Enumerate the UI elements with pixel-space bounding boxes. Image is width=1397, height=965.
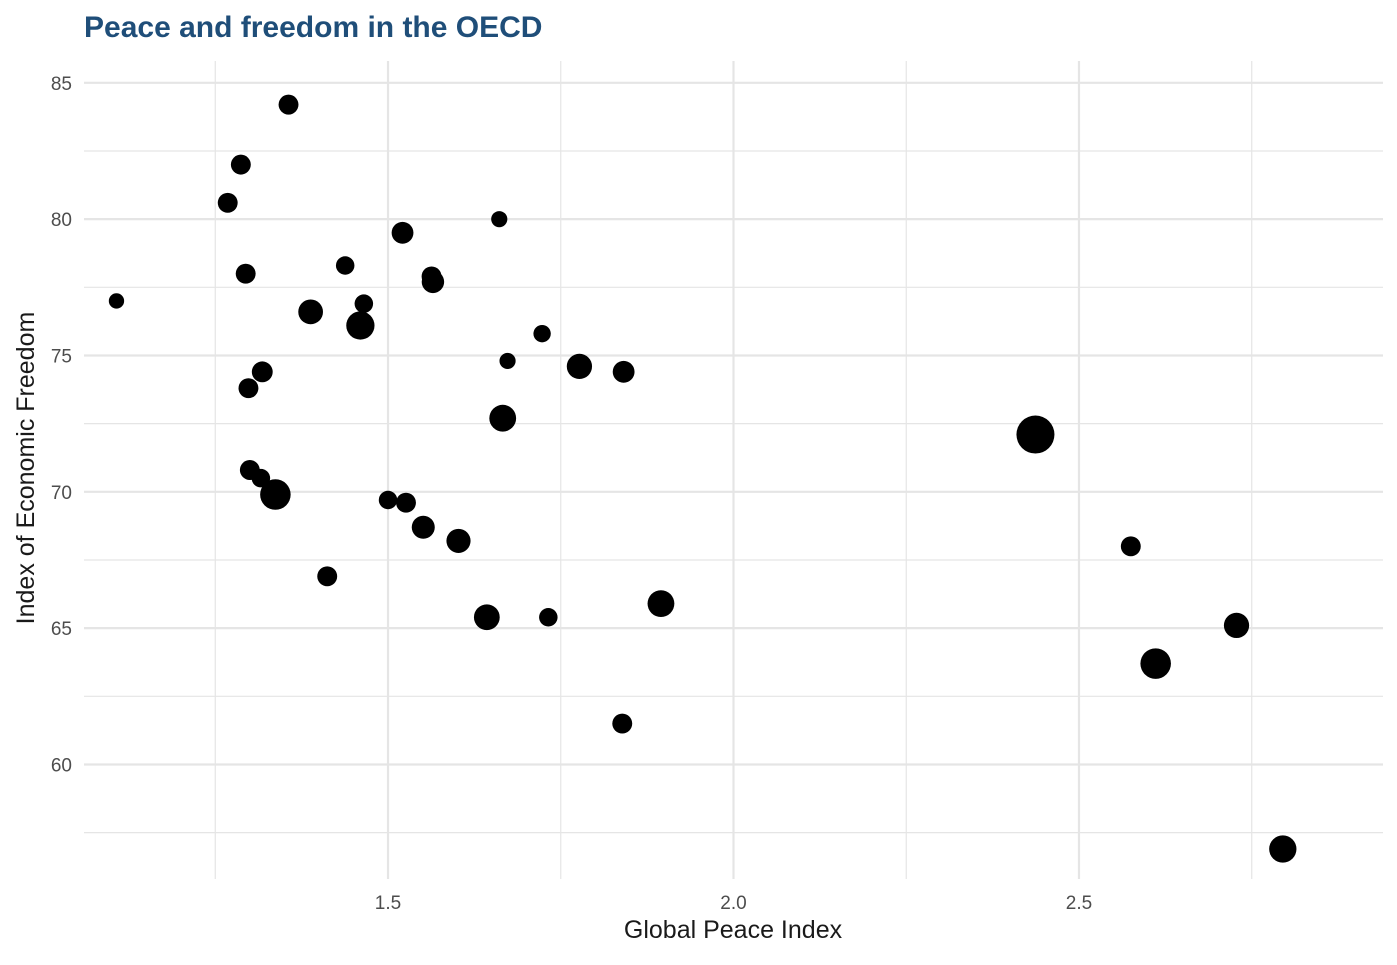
grid-layer xyxy=(84,61,1383,879)
y-tick-label: 65 xyxy=(51,619,72,640)
data-point xyxy=(260,479,291,510)
y-axis-title: Index of Economic Freedom xyxy=(12,312,40,625)
data-point xyxy=(1120,536,1141,557)
y-tick-label: 85 xyxy=(51,74,72,95)
x-tick-label: 2.5 xyxy=(1066,893,1092,914)
tick-labels: 1.5 2.0 2.5 60 65 70 75 80 85 xyxy=(51,74,1092,914)
data-points xyxy=(108,94,1297,863)
data-point xyxy=(391,221,414,244)
data-point xyxy=(378,490,398,510)
data-point xyxy=(217,192,238,213)
data-point xyxy=(446,528,471,553)
chart-title: Peace and freedom in the OECD xyxy=(84,11,542,44)
data-point xyxy=(1269,835,1297,863)
data-point xyxy=(1016,415,1055,454)
data-point xyxy=(278,94,299,115)
data-point xyxy=(298,299,323,325)
data-point xyxy=(251,361,273,383)
data-point xyxy=(235,263,256,284)
data-point xyxy=(533,324,551,343)
x-tick-label: 2.0 xyxy=(720,893,746,914)
x-tick-label: 1.5 xyxy=(375,893,401,914)
data-point xyxy=(421,270,445,294)
data-point xyxy=(647,590,675,618)
x-axis-title: Global Peace Index xyxy=(624,916,843,944)
data-point xyxy=(346,311,375,340)
data-point xyxy=(566,353,593,380)
data-point xyxy=(491,211,508,228)
data-point xyxy=(499,352,516,370)
data-point xyxy=(489,404,517,432)
data-point xyxy=(612,713,633,734)
data-point xyxy=(238,378,259,399)
data-point xyxy=(473,604,500,631)
data-point xyxy=(396,492,416,513)
y-tick-label: 75 xyxy=(51,346,72,367)
data-point xyxy=(317,566,338,587)
data-point xyxy=(354,294,374,313)
data-point xyxy=(1223,612,1250,639)
data-point xyxy=(230,154,251,175)
y-tick-label: 70 xyxy=(51,483,72,504)
y-tick-label: 80 xyxy=(51,210,72,231)
data-point xyxy=(335,256,355,275)
data-point xyxy=(612,360,635,383)
data-point xyxy=(411,515,435,539)
data-point xyxy=(539,607,558,627)
y-tick-label: 60 xyxy=(51,755,72,776)
data-point xyxy=(1140,648,1171,679)
data-point xyxy=(108,293,125,309)
data-point xyxy=(251,468,271,488)
